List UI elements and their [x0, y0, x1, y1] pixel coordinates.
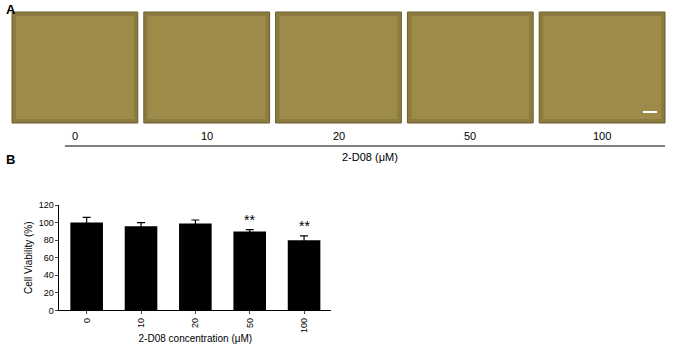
svg-text:50: 50	[245, 318, 255, 328]
svg-text:2-D08 (μM): 2-D08 (μM)	[342, 151, 398, 163]
svg-text:0: 0	[49, 306, 54, 316]
svg-text:**: **	[299, 218, 310, 234]
svg-text:100: 100	[39, 218, 54, 228]
svg-text:40: 40	[44, 270, 54, 280]
svg-text:100: 100	[299, 318, 309, 333]
svg-text:Cell Viability (%): Cell Viability (%)	[23, 221, 34, 294]
svg-text:**: **	[244, 212, 255, 228]
svg-text:20: 20	[333, 130, 345, 142]
svg-text:100: 100	[593, 130, 611, 142]
svg-text:B: B	[6, 152, 15, 167]
svg-text:60: 60	[44, 253, 54, 263]
svg-text:10: 10	[136, 318, 146, 328]
svg-text:120: 120	[39, 200, 54, 210]
svg-text:A: A	[6, 2, 16, 17]
svg-text:10: 10	[201, 130, 213, 142]
svg-text:0: 0	[72, 130, 78, 142]
svg-text:0: 0	[82, 318, 92, 323]
svg-text:20: 20	[44, 288, 54, 298]
svg-text:50: 50	[464, 130, 476, 142]
svg-text:20: 20	[190, 318, 200, 328]
svg-text:2-D08 concentration (μM): 2-D08 concentration (μM)	[139, 333, 253, 344]
svg-text:80: 80	[44, 235, 54, 245]
